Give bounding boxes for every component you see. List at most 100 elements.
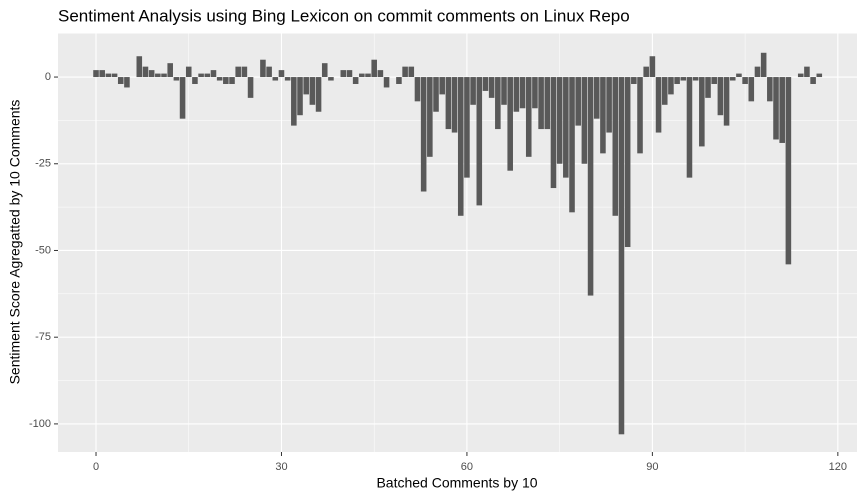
x-tick-label: 90 bbox=[646, 461, 658, 473]
bar bbox=[593, 77, 600, 119]
bar bbox=[346, 70, 353, 78]
bar bbox=[303, 77, 309, 95]
bar bbox=[408, 66, 415, 78]
bar bbox=[142, 66, 149, 78]
bar bbox=[241, 66, 248, 78]
bar bbox=[717, 77, 724, 116]
bar bbox=[383, 77, 390, 88]
bar bbox=[359, 73, 365, 78]
bar bbox=[785, 77, 792, 265]
bar bbox=[723, 77, 730, 126]
bar bbox=[797, 73, 804, 78]
bar bbox=[513, 77, 520, 112]
bar bbox=[624, 77, 631, 248]
y-tick-label: -25 bbox=[35, 158, 51, 170]
bar bbox=[284, 77, 291, 81]
bar bbox=[210, 70, 217, 78]
x-tick-label: 0 bbox=[93, 461, 99, 473]
x-tick-label: 120 bbox=[829, 461, 847, 473]
bar bbox=[396, 77, 402, 84]
bar bbox=[111, 73, 118, 78]
bar bbox=[773, 77, 779, 140]
bar bbox=[192, 77, 198, 84]
bar bbox=[179, 77, 186, 119]
bar bbox=[767, 77, 773, 102]
bar bbox=[328, 77, 334, 81]
bar bbox=[136, 56, 143, 78]
bar bbox=[216, 77, 223, 81]
bar bbox=[779, 77, 785, 143]
bar bbox=[705, 77, 711, 98]
bar bbox=[575, 77, 581, 126]
panel bbox=[58, 33, 857, 452]
bar bbox=[198, 73, 204, 78]
bar bbox=[736, 73, 742, 78]
bar bbox=[340, 70, 347, 78]
bar bbox=[816, 73, 823, 78]
bar bbox=[587, 77, 594, 296]
bar bbox=[117, 77, 124, 84]
bar bbox=[569, 77, 575, 213]
bar bbox=[414, 77, 421, 102]
bar bbox=[631, 77, 637, 84]
bar bbox=[550, 77, 557, 189]
bar bbox=[760, 52, 767, 78]
bar bbox=[260, 59, 266, 78]
bar bbox=[606, 77, 612, 133]
bar bbox=[600, 77, 606, 154]
bar bbox=[464, 77, 470, 178]
bar bbox=[476, 77, 483, 206]
bar bbox=[692, 77, 699, 81]
bar bbox=[544, 77, 551, 130]
bar bbox=[297, 77, 303, 116]
y-tick-label: -100 bbox=[29, 418, 51, 430]
bar bbox=[501, 77, 507, 105]
bar bbox=[686, 77, 693, 178]
bar bbox=[124, 77, 130, 88]
bar bbox=[637, 77, 643, 154]
bar bbox=[618, 77, 625, 435]
bar bbox=[655, 77, 662, 133]
bar bbox=[519, 77, 526, 109]
bar bbox=[93, 70, 99, 78]
bar bbox=[223, 77, 229, 84]
bar bbox=[699, 77, 705, 147]
bar bbox=[365, 73, 371, 78]
bar bbox=[451, 77, 458, 133]
y-axis-title: Sentiment Score Agregatted by 10 Comment… bbox=[7, 100, 23, 385]
bar bbox=[266, 66, 272, 78]
bar bbox=[661, 77, 668, 105]
bar bbox=[235, 66, 241, 78]
bar bbox=[377, 70, 384, 78]
bar bbox=[433, 77, 439, 112]
bar bbox=[674, 77, 680, 84]
bar bbox=[748, 77, 755, 102]
bar bbox=[439, 77, 445, 95]
bar bbox=[167, 63, 173, 78]
bar bbox=[488, 77, 495, 98]
bar bbox=[155, 73, 161, 78]
bar bbox=[105, 73, 112, 78]
bar bbox=[247, 77, 254, 98]
y-tick-label: 0 bbox=[45, 71, 51, 83]
bar bbox=[291, 77, 297, 126]
bar bbox=[229, 77, 235, 84]
bar bbox=[321, 63, 328, 78]
bar bbox=[668, 77, 674, 95]
bar bbox=[309, 77, 316, 105]
bar bbox=[315, 77, 322, 112]
bar bbox=[470, 77, 476, 105]
bar bbox=[495, 77, 501, 130]
bar bbox=[482, 77, 489, 91]
bar bbox=[649, 56, 656, 78]
bar bbox=[185, 66, 192, 78]
bar bbox=[507, 77, 513, 171]
x-tick-label: 30 bbox=[275, 461, 287, 473]
bar bbox=[371, 59, 377, 78]
bar bbox=[99, 70, 105, 78]
bar bbox=[402, 66, 408, 78]
bar bbox=[161, 73, 167, 78]
bar bbox=[729, 77, 736, 81]
y-tick-label: -75 bbox=[35, 331, 51, 343]
